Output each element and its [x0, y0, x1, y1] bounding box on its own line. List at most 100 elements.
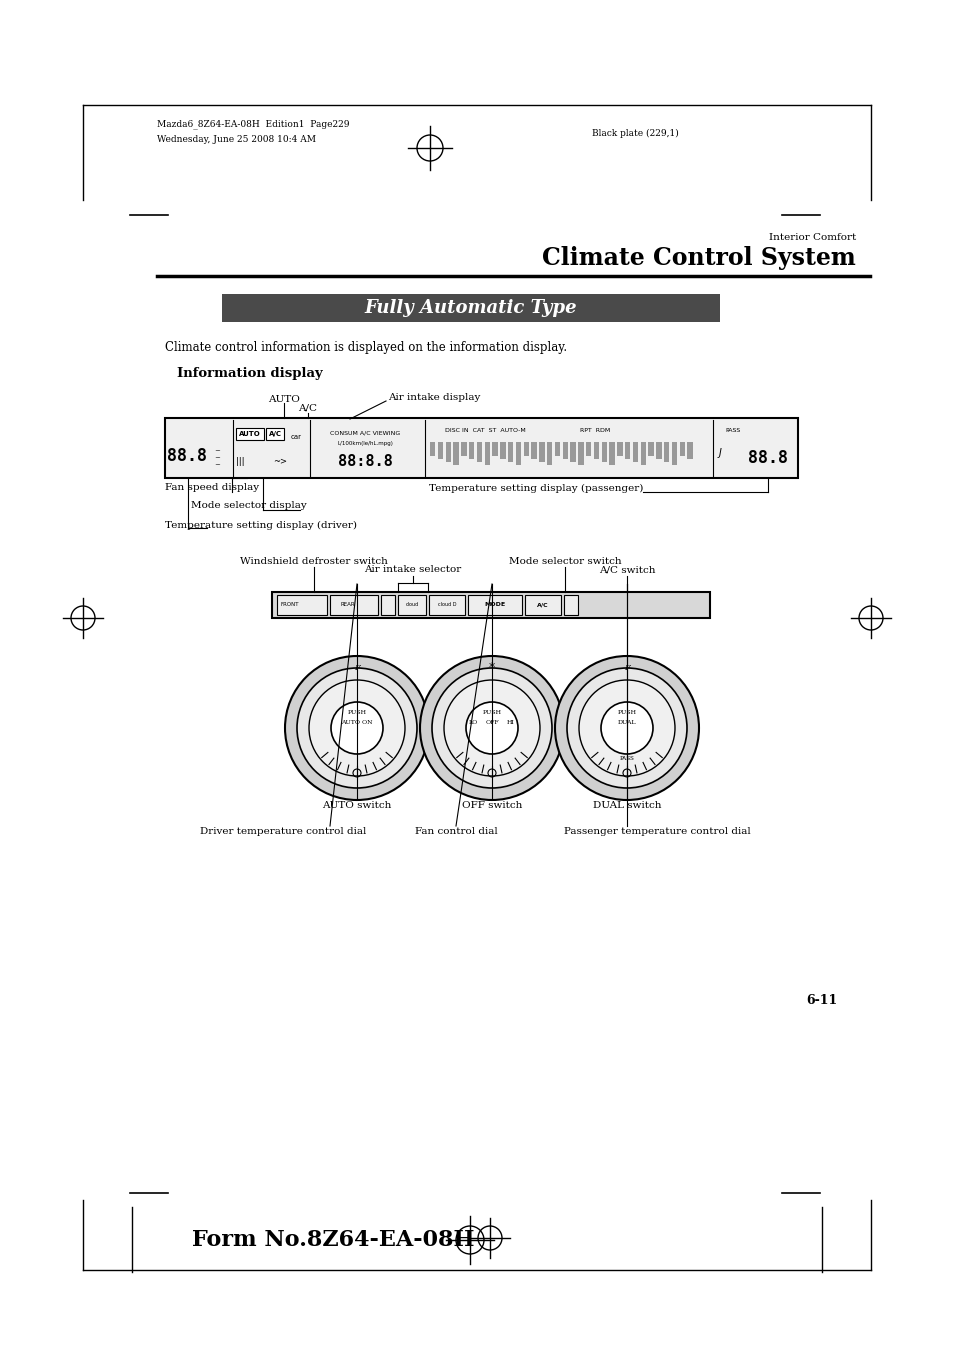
Bar — [272, 592, 709, 617]
Text: ~
~
~: ~ ~ ~ — [213, 449, 220, 467]
Bar — [492, 442, 497, 457]
Text: 88.8: 88.8 — [167, 447, 207, 465]
Text: AUTO ON: AUTO ON — [341, 720, 373, 725]
Bar — [165, 417, 797, 478]
Text: Fully Automatic Type: Fully Automatic Type — [364, 299, 577, 317]
Text: F: F — [623, 663, 629, 671]
Text: Windshield defroster switch: Windshield defroster switch — [240, 558, 388, 566]
Text: 6-11: 6-11 — [805, 993, 837, 1006]
Text: Mazda6_8Z64-EA-08H  Edition1  Page229: Mazda6_8Z64-EA-08H Edition1 Page229 — [157, 119, 349, 128]
Text: cloud: cloud — [405, 603, 418, 608]
Text: A/C switch: A/C switch — [598, 566, 655, 574]
Text: Mode selector display: Mode selector display — [191, 501, 307, 511]
Bar — [380, 594, 395, 615]
Bar — [563, 594, 578, 615]
Bar — [555, 442, 559, 457]
Bar — [609, 442, 615, 465]
Bar — [468, 594, 521, 615]
Bar — [624, 442, 630, 459]
Bar — [330, 594, 377, 615]
Circle shape — [443, 680, 539, 775]
Bar — [585, 442, 591, 457]
Circle shape — [566, 667, 686, 788]
Bar — [266, 428, 284, 440]
Bar — [570, 442, 576, 462]
Text: Black plate (229,1): Black plate (229,1) — [592, 128, 678, 138]
Text: Mode selector switch: Mode selector switch — [508, 558, 620, 566]
Text: cloud D: cloud D — [437, 603, 456, 608]
Circle shape — [331, 703, 382, 754]
Text: PUSH: PUSH — [347, 711, 366, 716]
Bar — [648, 442, 653, 457]
Text: Fan control dial: Fan control dial — [415, 828, 497, 836]
Text: A/C: A/C — [537, 603, 548, 608]
Bar — [235, 428, 264, 440]
Bar — [639, 442, 645, 465]
Text: PASS: PASS — [618, 755, 634, 761]
Text: AUTO switch: AUTO switch — [322, 801, 392, 811]
Bar — [593, 442, 598, 459]
Text: Climate control information is displayed on the information display.: Climate control information is displayed… — [165, 342, 566, 354]
Bar — [578, 442, 583, 465]
Text: L/100km(le/hL.mpg): L/100km(le/hL.mpg) — [336, 440, 393, 446]
Text: F: F — [354, 663, 359, 671]
Bar — [546, 442, 552, 465]
Text: Interior Comfort: Interior Comfort — [768, 232, 855, 242]
Text: Temperature setting display (passenger): Temperature setting display (passenger) — [428, 484, 642, 493]
Circle shape — [296, 667, 416, 788]
Text: Air intake selector: Air intake selector — [364, 566, 461, 574]
Text: Wednesday, June 25 2008 10:4 AM: Wednesday, June 25 2008 10:4 AM — [157, 135, 315, 143]
Text: AUTO: AUTO — [268, 394, 299, 404]
Text: car: car — [291, 434, 301, 440]
Text: Climate Control System: Climate Control System — [541, 246, 855, 270]
Bar — [679, 442, 684, 457]
Circle shape — [309, 680, 405, 775]
Bar — [663, 442, 669, 462]
Circle shape — [419, 657, 563, 800]
Bar — [430, 442, 435, 457]
Bar — [276, 594, 327, 615]
Bar — [523, 442, 529, 457]
Text: A/C: A/C — [268, 431, 281, 436]
Text: PUSH: PUSH — [482, 711, 501, 716]
Circle shape — [285, 657, 429, 800]
Circle shape — [465, 703, 517, 754]
Text: RPT  RDM: RPT RDM — [579, 427, 610, 432]
Bar — [437, 442, 443, 459]
Text: OFF: OFF — [485, 720, 498, 725]
Bar — [671, 442, 677, 465]
Bar — [538, 442, 544, 462]
Circle shape — [600, 703, 652, 754]
Text: FRONT: FRONT — [280, 603, 299, 608]
Text: |||: ||| — [235, 457, 244, 466]
Bar — [499, 442, 505, 459]
Text: AUTO: AUTO — [239, 431, 260, 436]
Bar — [484, 442, 490, 465]
Text: ~>: ~> — [273, 457, 287, 466]
Bar — [562, 442, 567, 459]
Text: CONSUM A/C VIEWING: CONSUM A/C VIEWING — [330, 431, 399, 435]
Bar — [469, 442, 474, 459]
Bar — [453, 442, 458, 465]
Bar — [524, 594, 560, 615]
Text: MODE: MODE — [484, 603, 505, 608]
Circle shape — [578, 680, 675, 775]
Circle shape — [432, 667, 552, 788]
Bar — [632, 442, 638, 462]
Text: A/C: A/C — [298, 404, 317, 412]
Bar — [429, 594, 464, 615]
Text: REAR: REAR — [340, 603, 355, 608]
Text: DUAL: DUAL — [617, 720, 636, 725]
Circle shape — [555, 657, 699, 800]
Text: J: J — [718, 449, 720, 458]
Bar — [601, 442, 606, 462]
Text: Driver temperature control dial: Driver temperature control dial — [199, 828, 366, 836]
Bar — [397, 594, 426, 615]
Bar — [460, 442, 466, 457]
Text: Air intake display: Air intake display — [388, 393, 480, 403]
Text: DISC IN  CAT  ST  AUTO-M: DISC IN CAT ST AUTO-M — [444, 427, 525, 432]
Text: PASS: PASS — [724, 427, 740, 432]
Text: PUSH: PUSH — [617, 711, 636, 716]
Text: Fan speed display: Fan speed display — [165, 484, 259, 493]
Bar — [445, 442, 451, 462]
